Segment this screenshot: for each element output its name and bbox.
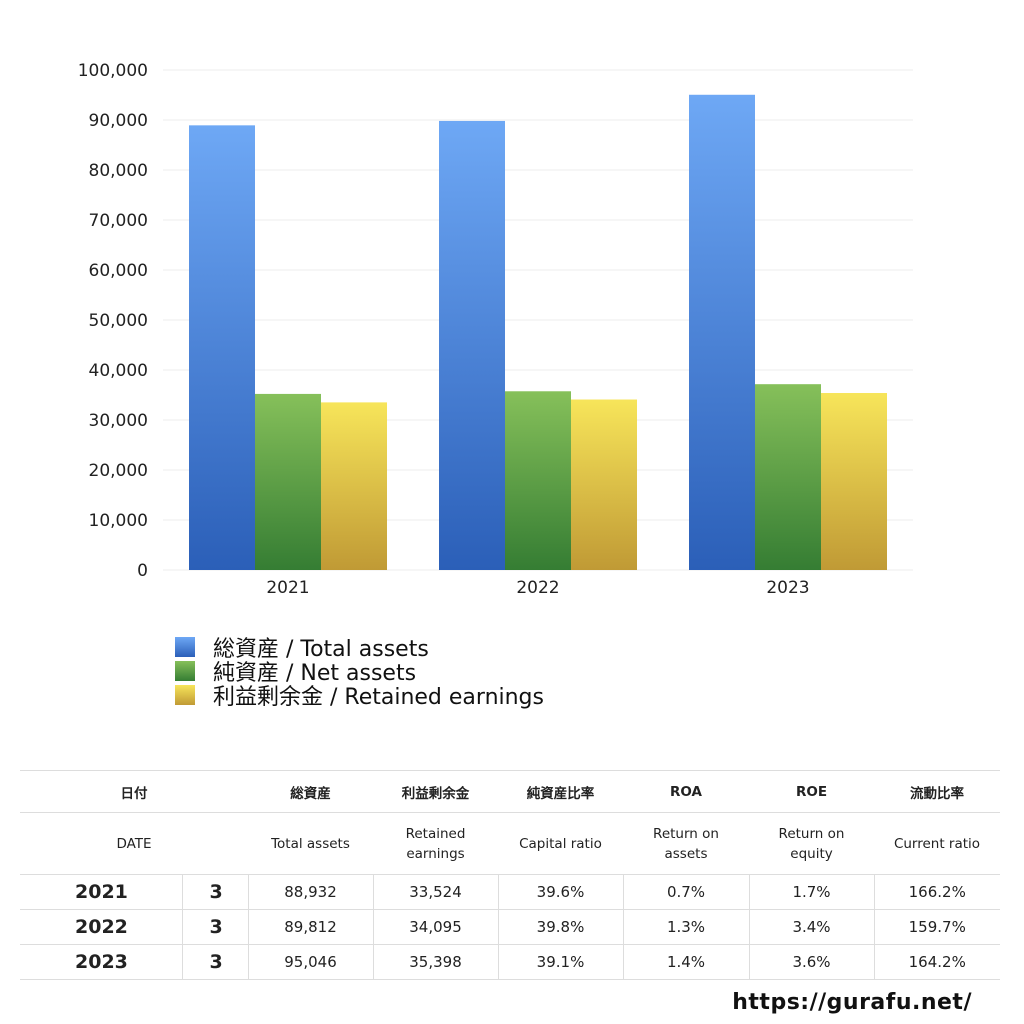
y-tick-label: 10,000	[89, 511, 148, 531]
y-tick-label: 90,000	[89, 111, 148, 131]
header-line: earnings	[406, 845, 465, 862]
value-cell: 164.2%	[873, 944, 1000, 980]
header-cell: 総資産	[248, 770, 373, 813]
header-row-jp: 日付 総資産 利益剰余金 純資産比率 ROA ROE 流動比率	[20, 770, 1000, 813]
bar-total-assets-2022	[439, 120, 505, 570]
legend-swatch	[175, 637, 195, 657]
legend-swatch	[175, 661, 195, 681]
header-line: Retained	[405, 825, 466, 842]
value-cell: 88,932	[247, 874, 374, 910]
year-cell: 2022	[20, 909, 183, 945]
header-cell: Return on equity	[749, 812, 874, 875]
y-tick-label: 30,000	[89, 411, 148, 431]
header-line: assets	[664, 845, 708, 862]
legend-label: 利益剰余金 / Retained earnings	[213, 685, 544, 710]
x-tick-label: 2021	[266, 578, 309, 598]
header-cell: Capital ratio	[498, 812, 623, 875]
y-tick-label: 80,000	[89, 161, 148, 181]
value-cell: 33,524	[372, 874, 499, 910]
header-cell: Retained earnings	[373, 812, 498, 875]
y-tick-label: 70,000	[89, 211, 148, 231]
value-cell: 166.2%	[873, 874, 1000, 910]
value-cell: 1.3%	[622, 909, 750, 945]
header-line: equity	[790, 845, 833, 862]
value-cell: 35,398	[372, 944, 499, 980]
table-row: 2021 3 88,932 33,524 39.6% 0.7% 1.7% 166.2%	[20, 874, 1000, 910]
chart-legend: 総資産 / Total assets 純資産 / Net assets 利益剰余…	[175, 635, 544, 710]
header-cell: 純資産比率	[498, 770, 623, 813]
header-cell: ROE	[749, 770, 874, 813]
x-tick-label: 2023	[766, 578, 809, 598]
header-cell: Current ratio	[874, 812, 1000, 875]
bar-chart: 0 10,000 20,000 30,000 40,000 50,000 60,000 70,…	[78, 61, 913, 598]
value-cell: 1.4%	[622, 944, 750, 980]
legend-label: 総資産 / Total assets	[213, 637, 429, 662]
value-cell: 1.7%	[748, 874, 875, 910]
bar-net-assets-2021	[255, 393, 321, 570]
value-cell: 39.6%	[497, 874, 624, 910]
header-row-en: DATE Total assets Retained earnings Capit…	[20, 812, 1000, 875]
header-date-jp: 日付	[20, 770, 248, 813]
y-tick-label: 0	[137, 561, 148, 581]
y-tick-label: 20,000	[89, 461, 148, 481]
header-cell: Return on assets	[623, 812, 749, 875]
value-cell: 0.7%	[622, 874, 750, 910]
value-cell: 95,046	[247, 944, 374, 980]
value-cell: 39.1%	[497, 944, 624, 980]
year-cell: 2023	[20, 944, 183, 980]
value-cell: 3.4%	[748, 909, 875, 945]
header-cell: ROA	[623, 770, 749, 813]
bar-net-assets-2023	[755, 384, 821, 570]
bar-total-assets-2021	[189, 125, 255, 570]
value-cell: 34,095	[372, 909, 499, 945]
bar-retained-earnings-2022	[571, 399, 637, 570]
table-row: 2022 3 89,812 34,095 39.8% 1.3% 3.4% 159.7%	[20, 909, 1000, 945]
source-url[interactable]: https://gurafu.net/	[732, 990, 972, 1015]
value-cell: 159.7%	[873, 909, 1000, 945]
legend-swatch	[175, 685, 195, 705]
bar-net-assets-2022	[505, 391, 571, 570]
bar-retained-earnings-2021	[321, 402, 387, 570]
legend-item-net-assets: 純資産 / Net assets	[175, 659, 544, 686]
value-cell: 39.8%	[497, 909, 624, 945]
legend-item-retained-earnings: 利益剰余金 / Retained earnings	[175, 683, 544, 710]
financial-table: 日付 総資産 利益剰余金 純資産比率 ROA ROE 流動比率 DATE Tot…	[20, 770, 1000, 980]
header-date-en: DATE	[20, 812, 248, 875]
year-cell: 2021	[20, 874, 183, 910]
table-row: 2023 3 95,046 35,398 39.1% 1.4% 3.6% 164.2%	[20, 944, 1000, 980]
value-cell: 89,812	[247, 909, 374, 945]
header-cell: Total assets	[248, 812, 373, 875]
y-tick-label: 100,000	[78, 61, 148, 81]
x-tick-label: 2022	[516, 578, 559, 598]
bar-retained-earnings-2023	[821, 393, 887, 570]
bar-total-assets-2023	[689, 94, 755, 571]
y-tick-label: 50,000	[89, 311, 148, 331]
legend-label: 純資産 / Net assets	[213, 661, 417, 686]
header-line: Return on	[653, 825, 719, 842]
header-cell: 利益剰余金	[373, 770, 498, 813]
month-cell: 3	[181, 944, 249, 980]
month-cell: 3	[181, 874, 249, 910]
value-cell: 3.6%	[748, 944, 875, 980]
legend-item-total-assets: 総資産 / Total assets	[175, 635, 544, 662]
header-cell: 流動比率	[874, 770, 1000, 813]
header-line: Return on	[778, 825, 845, 842]
y-tick-label: 60,000	[89, 261, 148, 281]
y-tick-label: 40,000	[89, 361, 148, 381]
month-cell: 3	[181, 909, 249, 945]
